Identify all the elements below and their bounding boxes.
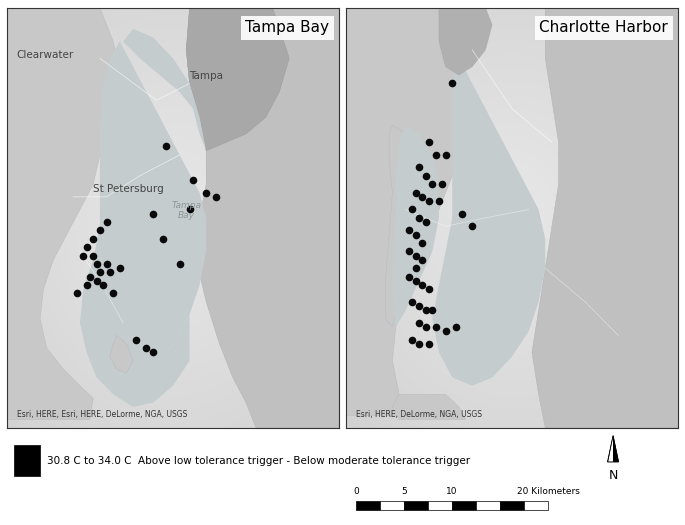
Polygon shape [7,8,120,419]
Bar [14,445,40,477]
Polygon shape [439,8,492,75]
Polygon shape [432,58,545,386]
Polygon shape [386,125,412,327]
Text: Esri, HERE, DeLorme, NGA, USGS: Esri, HERE, DeLorme, NGA, USGS [356,411,482,419]
Bar [524,501,548,510]
Text: Esri, HERE, Esri, HERE, DeLorme, NGA, USGS: Esri, HERE, Esri, HERE, DeLorme, NGA, US… [17,411,187,419]
Bar [476,501,500,510]
Text: 5: 5 [401,487,407,496]
Text: St Petersburg: St Petersburg [93,184,164,194]
Text: 0: 0 [353,487,359,496]
Polygon shape [346,8,466,415]
Polygon shape [186,8,339,428]
Polygon shape [393,125,439,327]
Text: 30.8 C to 34.0 C  Above low tolerance trigger - Below moderate tolerance trigger: 30.8 C to 34.0 C Above low tolerance tri… [47,456,470,466]
Bar [404,501,428,510]
Bar [500,501,524,510]
Text: 10: 10 [447,487,458,496]
Text: Tampa: Tampa [189,71,223,81]
Text: Clearwater: Clearwater [17,50,74,60]
Polygon shape [393,394,466,419]
Text: Charlotte Harbor: Charlotte Harbor [539,20,668,36]
Bar [380,501,404,510]
Polygon shape [97,314,190,407]
Text: N: N [608,469,618,481]
Text: 20 Kilometers: 20 Kilometers [516,487,580,496]
Polygon shape [110,335,133,373]
Polygon shape [532,8,678,428]
Text: Tampa Bay: Tampa Bay [245,20,329,36]
Polygon shape [123,29,206,151]
Polygon shape [80,41,206,386]
Polygon shape [608,436,619,462]
Text: Tampa
Bay: Tampa Bay [171,201,201,220]
Bar [356,501,380,510]
Polygon shape [608,436,613,462]
Polygon shape [186,8,289,151]
Bar [452,501,476,510]
Bar [428,501,452,510]
Polygon shape [439,8,486,50]
